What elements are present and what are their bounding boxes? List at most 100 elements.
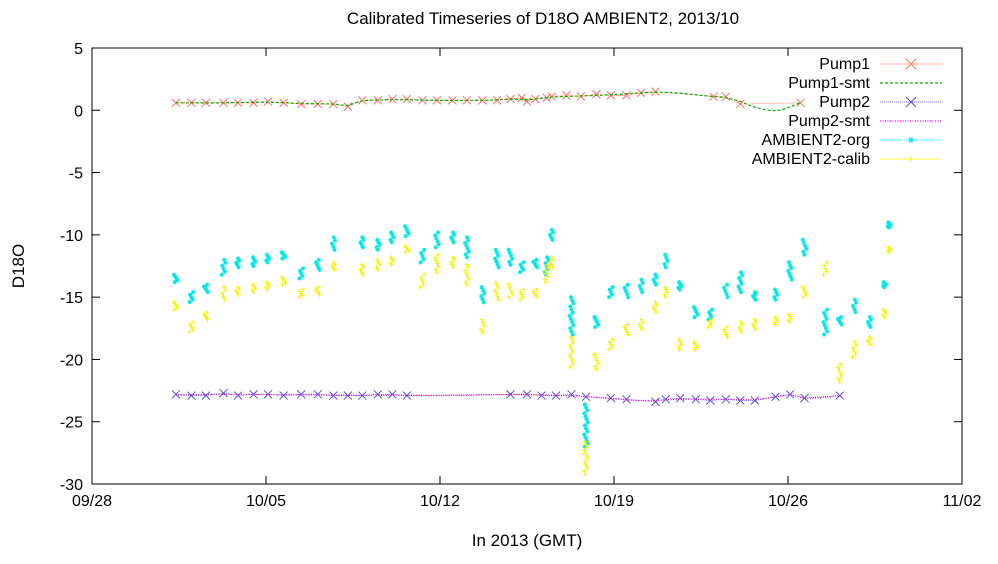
point-marker [850, 354, 855, 360]
point-marker [739, 272, 745, 278]
data-cluster [880, 279, 889, 290]
point-marker [592, 89, 601, 99]
legend-item: Pump2 [819, 94, 942, 111]
x-tick-label: 10/12 [420, 493, 460, 510]
data-cluster [449, 255, 457, 270]
point-marker [435, 239, 440, 244]
point-marker [721, 327, 727, 332]
point-marker [568, 316, 574, 322]
point-marker [435, 252, 441, 257]
point-marker [375, 247, 381, 253]
point-marker [637, 283, 642, 289]
point-marker [549, 227, 555, 233]
data-cluster [492, 247, 501, 270]
point-marker [824, 329, 830, 334]
data-cluster [219, 257, 228, 277]
point-marker [654, 302, 659, 307]
point-marker [883, 311, 889, 316]
point-marker [279, 391, 288, 400]
point-marker [853, 342, 859, 348]
point-marker [452, 232, 457, 238]
data-cluster [329, 235, 338, 253]
point-marker [622, 394, 631, 404]
point-marker [582, 411, 587, 416]
point-marker [517, 93, 527, 103]
point-marker [868, 342, 873, 347]
data-cluster [187, 319, 196, 335]
point-marker [220, 263, 225, 268]
data-cluster [582, 439, 591, 477]
legend-label: Pump1-smt [788, 75, 870, 92]
point-marker [626, 332, 631, 337]
point-marker [390, 232, 395, 238]
point-marker [583, 442, 589, 447]
data-cluster [547, 255, 556, 270]
point-marker [824, 260, 830, 265]
point-marker [463, 279, 468, 285]
point-marker [867, 322, 872, 327]
point-marker [496, 265, 501, 270]
point-marker [508, 253, 514, 258]
point-marker [361, 265, 366, 270]
point-marker [463, 252, 468, 257]
point-marker [853, 309, 858, 315]
data-cluster [706, 307, 715, 322]
point-marker [562, 90, 571, 100]
point-marker [297, 268, 303, 274]
point-marker [592, 324, 598, 330]
point-marker [663, 265, 668, 270]
point-marker [569, 319, 575, 325]
legend-label: Pump1 [819, 56, 870, 73]
point-marker [518, 289, 523, 295]
data-cluster [542, 255, 551, 277]
data-cluster [592, 352, 601, 372]
point-marker [609, 344, 615, 350]
point-marker [482, 323, 487, 328]
point-marker [435, 261, 440, 266]
point-marker [595, 361, 601, 366]
point-marker [801, 294, 806, 300]
point-marker [725, 294, 730, 300]
point-marker [839, 373, 844, 379]
point-marker [886, 250, 892, 255]
point-marker [571, 340, 576, 346]
point-marker [888, 222, 893, 228]
point-marker [838, 362, 844, 367]
point-marker [585, 408, 590, 413]
point-marker [508, 262, 513, 267]
point-marker [569, 358, 575, 364]
point-marker [549, 235, 554, 240]
point-marker [676, 344, 681, 350]
point-marker [418, 260, 423, 265]
point-marker [652, 279, 658, 285]
point-marker [522, 389, 532, 399]
point-marker [507, 285, 513, 290]
legend: Pump1 Pump1-smt Pump2 Pump2-smt AMBIENT2-org… [752, 56, 942, 168]
point-marker [853, 351, 858, 357]
point-marker [571, 322, 576, 328]
point-marker [664, 287, 669, 292]
plot-frame [91, 47, 963, 485]
data-cluster [800, 237, 809, 257]
point-marker [479, 317, 485, 322]
data-cluster [821, 260, 830, 277]
point-marker [721, 92, 731, 101]
data-cluster [662, 284, 670, 300]
point-marker [750, 396, 760, 405]
point-marker [569, 337, 575, 343]
data-cluster [786, 312, 794, 325]
point-marker [823, 266, 828, 271]
point-marker [406, 231, 411, 236]
plot-area [171, 87, 893, 477]
point-marker [534, 257, 539, 262]
point-marker [452, 257, 457, 262]
point-marker [624, 329, 630, 335]
point-marker [568, 294, 574, 300]
point-marker [570, 332, 575, 337]
point-marker [908, 137, 914, 143]
point-marker [567, 313, 572, 319]
point-marker [518, 262, 523, 267]
